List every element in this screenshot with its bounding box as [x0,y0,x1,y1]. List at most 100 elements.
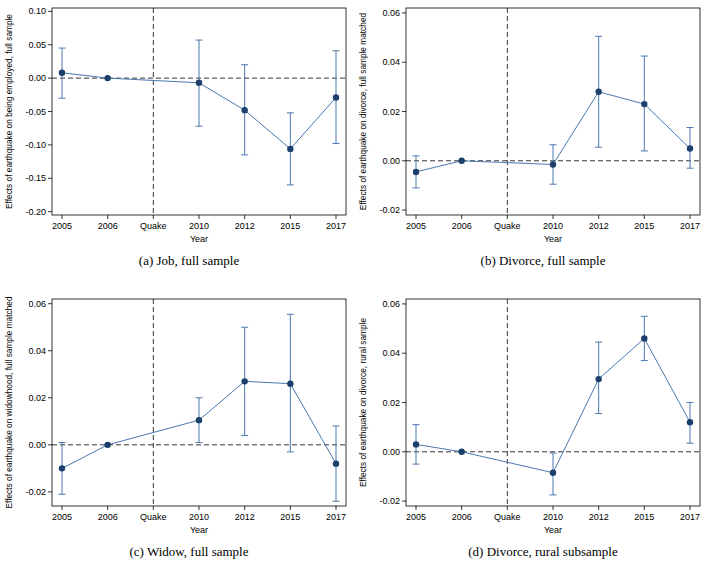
y-tick-label: 0.00 [382,447,400,457]
x-tick-label: 2006 [452,221,472,231]
error-bar-cap [333,501,340,502]
x-tick-label: 2012 [589,221,609,231]
panel: -0.020.000.020.040.0620052006Quake201020… [4,296,346,559]
x-tick [290,215,291,219]
zero-line [406,451,700,452]
y-tick-label: -0.20 [25,207,46,217]
error-bar-cap [59,98,66,99]
error-bar [550,145,557,184]
error-bar-cap [595,413,602,414]
line-segment [245,110,291,149]
point [458,158,464,164]
x-tick [416,506,417,510]
x-axis-label: Year [544,234,562,244]
error-bar-cap [641,56,648,57]
line-segment [416,161,462,172]
error-bar [196,398,203,443]
y-tick-label: -0.15 [25,173,46,183]
event-line [507,299,508,506]
line-segment [599,338,645,379]
x-tick-label: Quake [494,221,521,231]
x-tick [62,215,63,219]
panel: -0.20-0.15-0.10-0.050.000.050.1020052006… [4,6,346,268]
x-tick-label: 2012 [235,512,255,522]
y-axis-label: Effects of earthquake on being employed,… [4,14,14,209]
y-tick-label: -0.02 [379,205,400,215]
error-bar-cap [59,48,66,49]
line-segment [462,452,553,473]
y-axis-label: Effects of earthquake on divorce, full s… [358,13,368,211]
caption: (c) Widow, full sample [130,544,249,559]
error-bar-cap [333,143,340,144]
plot-frame [406,299,700,506]
line-segment [290,97,336,148]
x-tick [644,506,645,510]
x-tick [244,215,245,219]
x-tick-label: 2017 [680,221,700,231]
error-bar-cap [196,40,203,41]
error-bar [333,426,340,501]
event-line [153,299,154,506]
y-tick-label: -0.10 [25,140,46,150]
error-bar-cap [287,184,294,185]
error-bar-cap [413,464,420,465]
y-tick [48,211,52,212]
error-bar [641,56,648,151]
y-tick [402,353,406,354]
y-tick-label: 0.06 [382,299,400,309]
x-tick-label: 2010 [543,221,563,231]
y-tick [402,111,406,112]
y-tick-label: 0.06 [28,299,46,309]
point [413,169,419,175]
x-tick [598,506,599,510]
point [287,146,293,152]
x-axis-label: Year [190,525,208,535]
point [59,70,65,76]
x-tick [153,215,154,219]
y-tick-label: 0.00 [382,156,400,166]
y-tick [48,78,52,79]
caption: (a) Job, full sample [139,253,240,268]
point [458,449,464,455]
y-tick [48,44,52,45]
point [333,460,339,466]
plot-frame [406,8,700,215]
y-tick [402,12,406,13]
error-bar-cap [641,150,648,151]
figure: -0.20-0.15-0.10-0.050.000.050.1020052006… [0,0,708,582]
error-bar-cap [241,154,248,155]
x-tick [690,506,691,510]
x-tick-label: 2017 [326,512,346,522]
x-tick-label: Quake [140,221,167,231]
error-bar [241,65,248,155]
x-tick [290,506,291,510]
y-tick-label: 0.05 [28,40,46,50]
y-tick-label: 0.04 [382,57,400,67]
x-tick-label: 2017 [680,512,700,522]
x-tick [107,506,108,510]
error-bar-cap [550,184,557,185]
panel: -0.020.000.020.040.0620052006Quake201020… [358,8,700,268]
error-bar-cap [641,316,648,317]
line-segment [553,379,599,473]
point [104,75,110,81]
y-tick [48,11,52,12]
point [550,470,556,476]
error-bar-cap [687,443,694,444]
y-axis-label: Effects of earthquake on widowhood, full… [4,296,14,508]
error-bar-cap [59,494,66,495]
x-tick-label: Quake [494,512,521,522]
line-segment [462,161,553,165]
y-tick-label: 0.02 [382,398,400,408]
y-tick [48,397,52,398]
error-bar-cap [413,155,420,156]
line-segment [62,445,108,469]
point [59,465,65,471]
y-axis-label: Effects of earthquake on divorce, rural … [358,318,368,487]
y-tick-label: 0.04 [28,346,46,356]
error-bar-cap [196,126,203,127]
error-bar-cap [550,453,557,454]
line-segment [108,420,199,445]
error-bar-cap [241,64,248,65]
x-tick-label: Quake [140,512,167,522]
